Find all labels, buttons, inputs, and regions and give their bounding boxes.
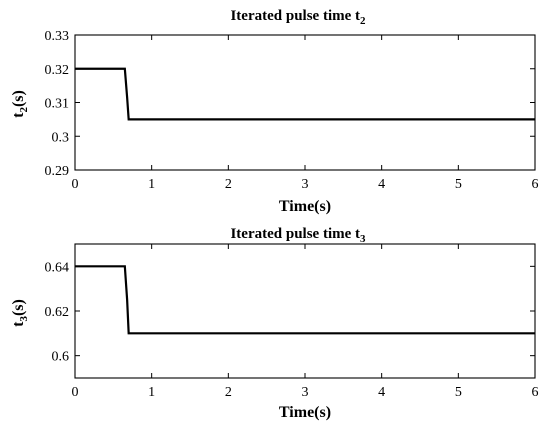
y-axis: 0.29 0.3 0.31 0.32 0.33 <box>45 29 535 179</box>
series-line <box>75 265 535 335</box>
x-tick-label: 1 <box>148 385 155 400</box>
series-line <box>75 67 535 121</box>
x-tick-label: 2 <box>225 385 232 400</box>
plot-area <box>74 243 536 379</box>
chart-title: Iterated pulse time t2 <box>230 8 366 27</box>
x-tick-label: 3 <box>302 385 309 400</box>
y-tick-label: 0.6 <box>52 350 70 365</box>
plot-area <box>74 34 536 171</box>
x-tick-label: 6 <box>532 385 539 400</box>
y-tick-label: 0.29 <box>45 164 70 179</box>
y-axis: 0.6 0.62 0.64 <box>45 260 535 365</box>
x-axis: 0 1 2 3 4 5 6 <box>72 35 539 192</box>
x-tick-label: 0 <box>72 385 79 400</box>
y-tick-label: 0.62 <box>45 305 70 320</box>
x-tick-label: 1 <box>148 177 155 192</box>
y-tick-label: 0.32 <box>45 63 70 78</box>
x-tick-label: 3 <box>302 177 309 192</box>
y-axis-label: t2(s) <box>10 90 30 118</box>
x-tick-label: 5 <box>455 177 462 192</box>
x-tick-label: 0 <box>72 177 79 192</box>
y-tick-label: 0.64 <box>45 260 70 275</box>
x-tick-label: 6 <box>532 177 539 192</box>
y-tick-label: 0.3 <box>52 130 70 145</box>
x-tick-label: 2 <box>225 177 232 192</box>
x-axis-label: Time(s) <box>279 404 331 421</box>
x-tick-label: 4 <box>378 177 385 192</box>
chart-title: Iterated pulse time t3 <box>230 226 366 245</box>
x-axis-label: Time(s) <box>279 198 331 215</box>
y-tick-label: 0.33 <box>45 29 70 44</box>
y-tick-label: 0.31 <box>45 97 70 112</box>
x-tick-label: 4 <box>378 385 385 400</box>
x-axis: 0 1 2 3 4 5 6 <box>72 244 539 400</box>
x-tick-label: 5 <box>455 385 462 400</box>
y-axis-label: t3(s) <box>10 299 30 327</box>
